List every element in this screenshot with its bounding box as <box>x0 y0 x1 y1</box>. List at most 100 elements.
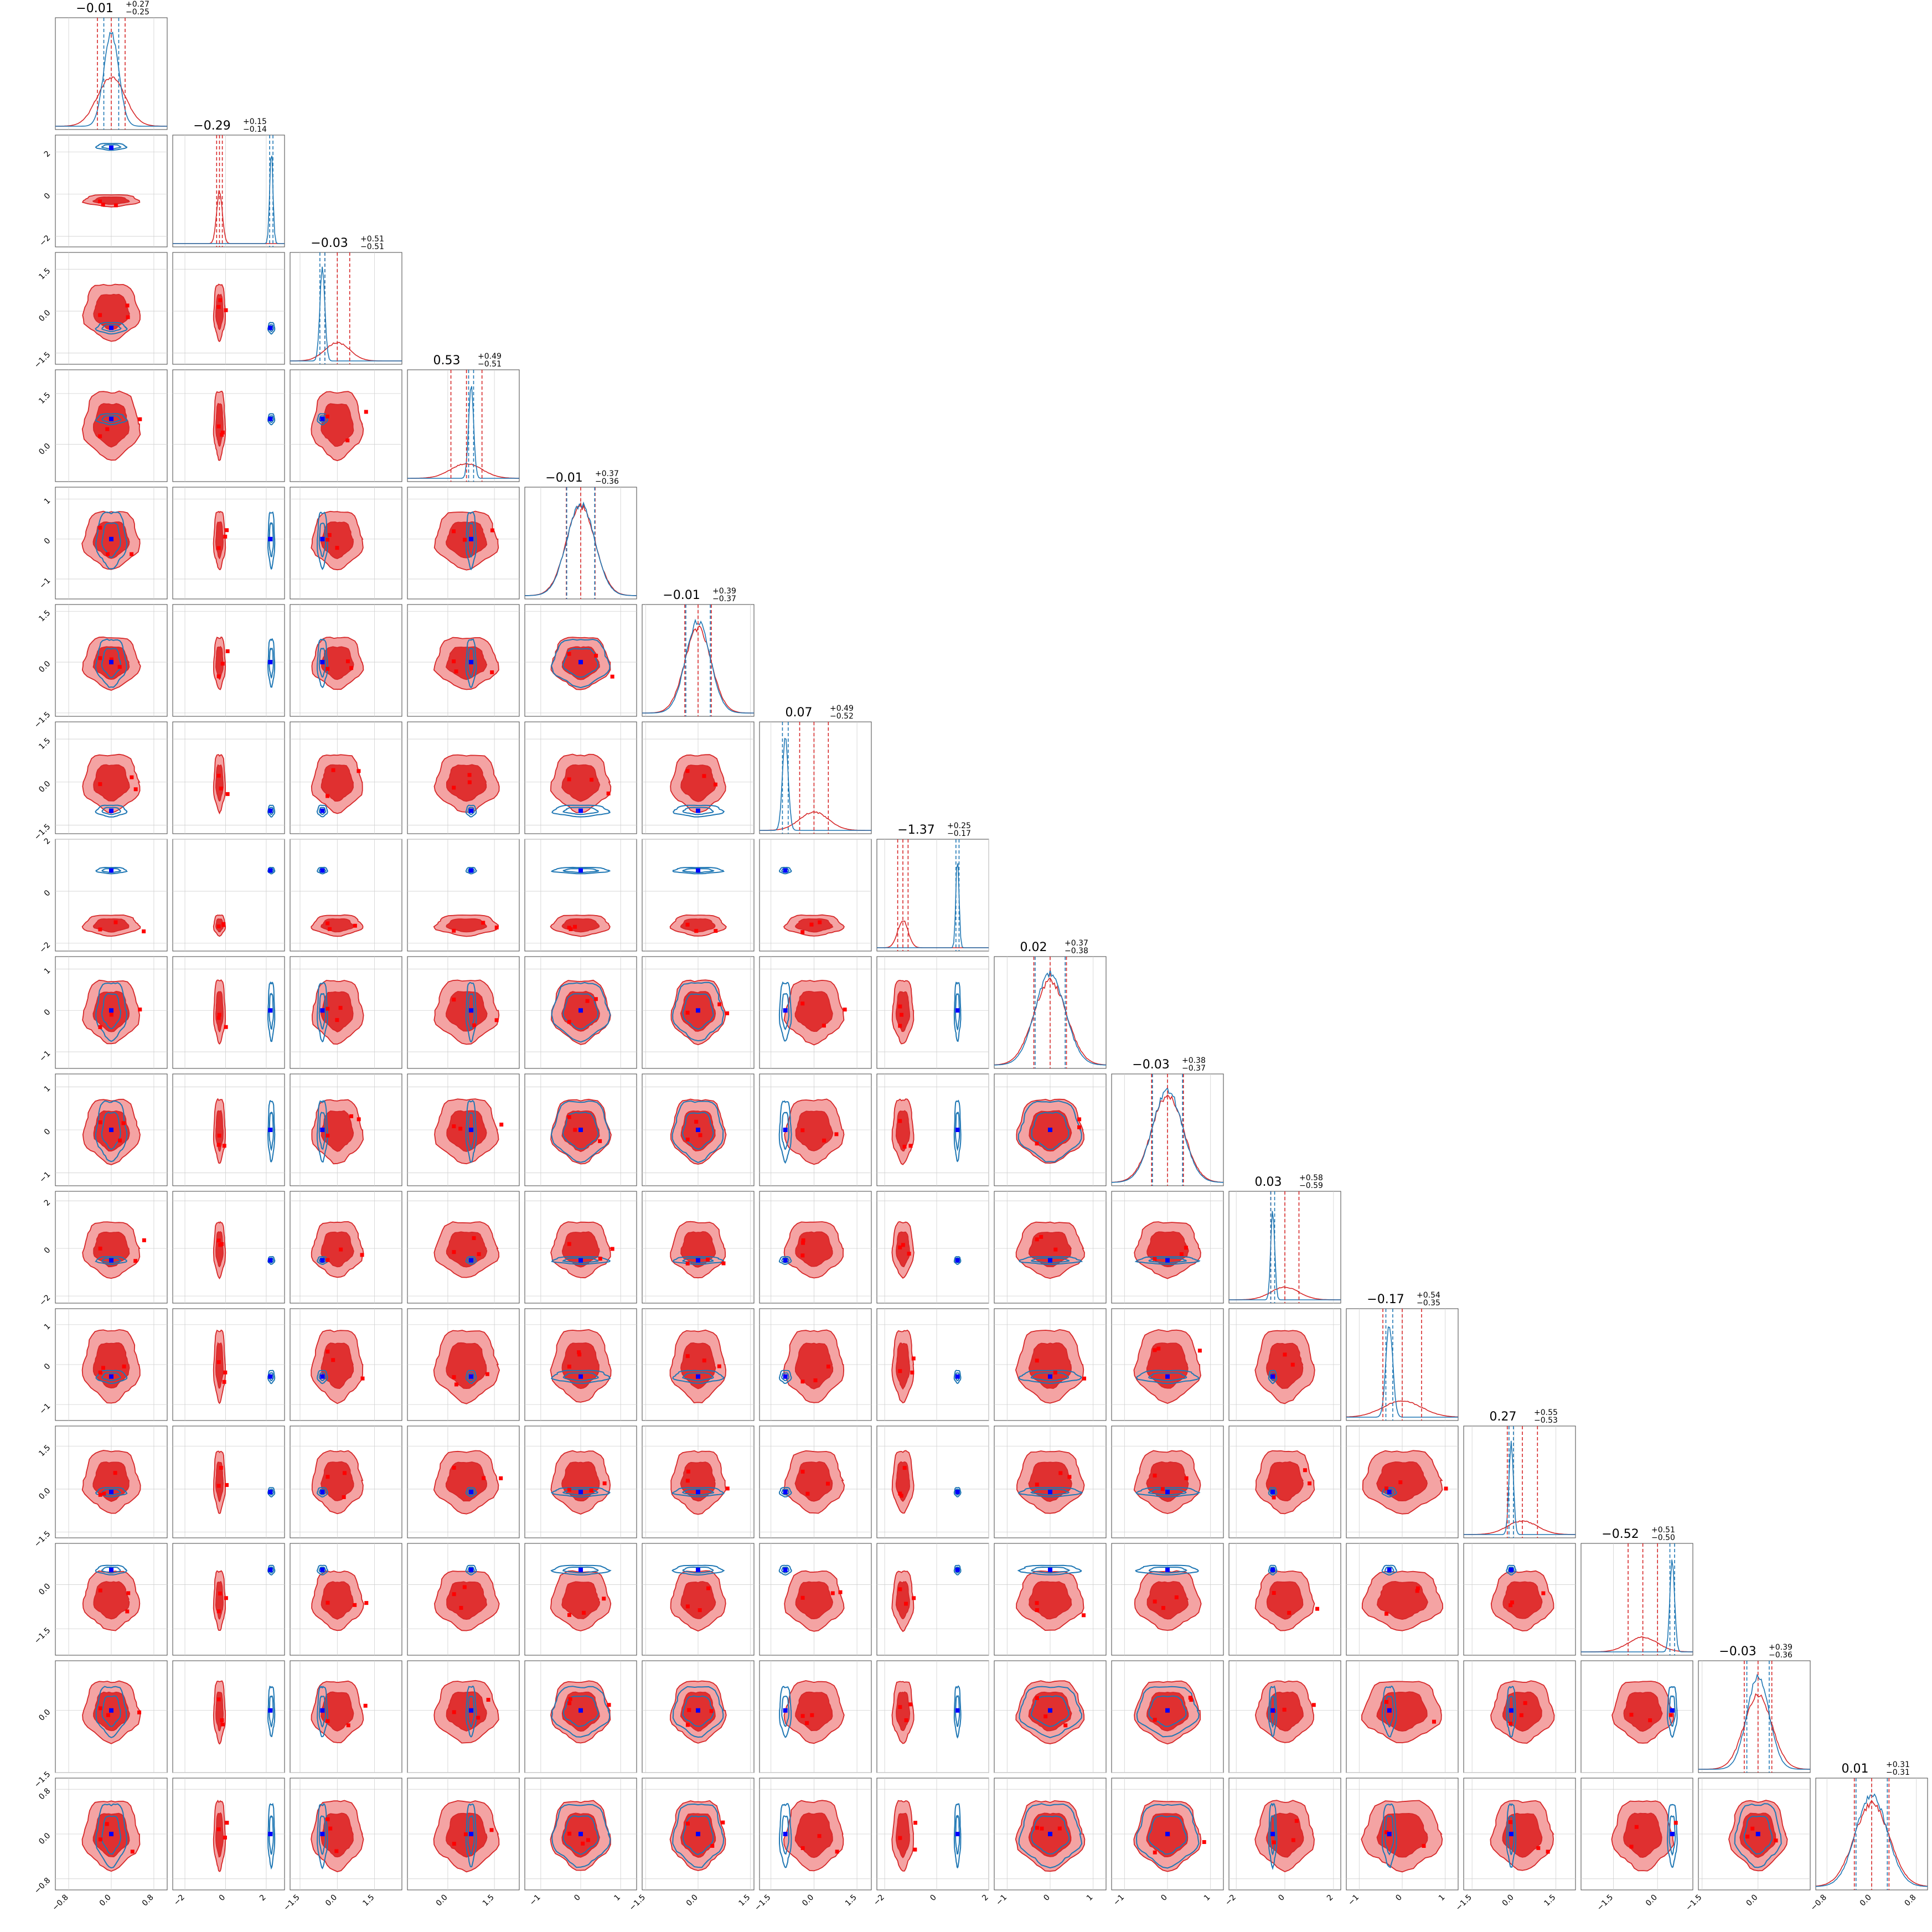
param-title-plus: +0.37 <box>595 469 619 478</box>
red-sample-point <box>113 920 118 924</box>
truth-marker <box>578 660 583 665</box>
truth-marker <box>1048 1128 1052 1132</box>
blue-contour-outer <box>673 804 725 818</box>
blue-contour-outer <box>317 1370 328 1385</box>
red-sample-point <box>224 1025 228 1029</box>
red-sample-point <box>98 1370 102 1375</box>
truth-marker <box>320 660 325 665</box>
red-sample-point <box>800 1001 805 1006</box>
x-tick-label: −2 <box>872 1893 886 1908</box>
red-sample-point <box>98 782 102 786</box>
param-title-median: −0.17 <box>1367 1293 1404 1306</box>
truth-marker <box>1270 1490 1275 1495</box>
red-sample-point <box>218 1243 223 1247</box>
red-sample-point <box>822 1138 826 1143</box>
panel-5-3 <box>407 604 520 717</box>
red-sample-point <box>130 1850 135 1854</box>
blue-contour-outer <box>95 1487 128 1498</box>
diag-panel-0: −0.01 +0.27−0.25 <box>55 0 168 130</box>
red-sample-point <box>1184 1246 1188 1250</box>
y-tick-label: 0.0 <box>37 1486 52 1501</box>
red-sample-point <box>98 1246 102 1251</box>
red-sample-point <box>221 922 226 926</box>
param-title-minus: −0.52 <box>830 712 854 721</box>
truth-marker <box>109 1258 113 1263</box>
y-tick-label: −1 <box>38 576 52 591</box>
truth-marker <box>578 868 583 873</box>
truth-marker <box>696 1832 700 1836</box>
axes-frame <box>172 1191 285 1304</box>
panel-1-0: −2 0 2 <box>38 135 168 248</box>
diag-panel-12: 0.27 +0.55−0.53 <box>1463 1408 1576 1538</box>
truth-marker <box>268 868 273 873</box>
red-sample-point <box>1294 1819 1299 1823</box>
y-tick-label: 0 <box>43 1008 53 1017</box>
red-sample-point <box>335 546 339 550</box>
truth-marker <box>320 1374 325 1379</box>
blue-contour-outer <box>1135 1487 1201 1498</box>
red-sample-point <box>345 659 350 664</box>
red-sample-point <box>222 1144 226 1148</box>
blue-contour-inner <box>562 807 599 815</box>
red-sample-point <box>133 1259 138 1263</box>
x-tick-label: 0.8 <box>1903 1893 1918 1908</box>
blue-contour-outer <box>95 322 128 335</box>
red-sample-point <box>1053 1247 1058 1252</box>
red-sample-point <box>800 1253 805 1258</box>
y-tick-label: 0 <box>43 1362 53 1372</box>
red-sample-point <box>1283 1352 1287 1357</box>
panel-14-1 <box>172 1660 285 1773</box>
blue-contour-outer <box>317 1802 328 1869</box>
blue-contour-outer <box>953 1099 962 1163</box>
red-sample-point <box>326 1719 330 1723</box>
red-sample-point <box>1035 1601 1039 1605</box>
blue-contour-outer <box>779 1803 792 1868</box>
blue-contour-outer <box>672 1686 724 1738</box>
blue-contour-inner <box>681 1489 715 1496</box>
truth-marker <box>469 536 474 541</box>
blue-contour-inner <box>682 1372 714 1382</box>
red-sample-point <box>98 1120 102 1124</box>
red-contour-inner <box>1623 1692 1663 1732</box>
x-tick-label: 1.5 <box>481 1893 496 1908</box>
red-sample-point <box>452 1592 456 1597</box>
panel-4-1 <box>172 487 285 600</box>
red-sample-point <box>1629 1713 1634 1717</box>
red-sample-point <box>800 1846 805 1850</box>
truth-marker <box>696 1374 700 1379</box>
red-sample-point <box>725 1011 730 1015</box>
blue-contour-outer <box>1136 1686 1200 1738</box>
red-sample-point <box>1053 1370 1057 1375</box>
hist-blue <box>877 863 989 948</box>
axes-frame <box>172 839 285 952</box>
truth-marker <box>696 1258 700 1263</box>
blue-contour-outer <box>779 1686 792 1738</box>
x-tick-label: −1 <box>1112 1893 1126 1908</box>
panel-2-0: −1.5 0.0 1.5 <box>33 252 168 370</box>
red-sample-point <box>805 1491 810 1496</box>
blue-contour-outer <box>95 143 128 151</box>
blue-contour-outer <box>317 982 328 1043</box>
blue-contour-inner <box>467 1112 475 1150</box>
red-sample-point <box>567 1487 571 1492</box>
red-sample-point <box>567 1701 572 1706</box>
x-tick-label: 1 <box>1437 1893 1447 1903</box>
red-sample-point <box>1385 1830 1389 1835</box>
red-contour-inner <box>446 918 487 933</box>
truth-marker <box>1509 1708 1513 1713</box>
truth-marker <box>268 1567 273 1572</box>
panel-10-7 <box>876 1191 989 1304</box>
red-sample-point <box>904 1718 908 1722</box>
y-tick-label: 0 <box>43 536 53 546</box>
red-sample-point <box>685 1354 690 1358</box>
red-sample-point <box>126 1591 131 1595</box>
red-sample-point <box>486 1698 490 1702</box>
param-title-minus: −0.38 <box>1065 947 1088 955</box>
red-sample-point <box>130 775 134 779</box>
truth-marker <box>320 1258 325 1263</box>
red-sample-point <box>1153 1599 1157 1604</box>
red-sample-point <box>1398 1480 1403 1485</box>
blue-contour-outer <box>95 804 128 818</box>
panel-13-9 <box>1111 1543 1224 1656</box>
